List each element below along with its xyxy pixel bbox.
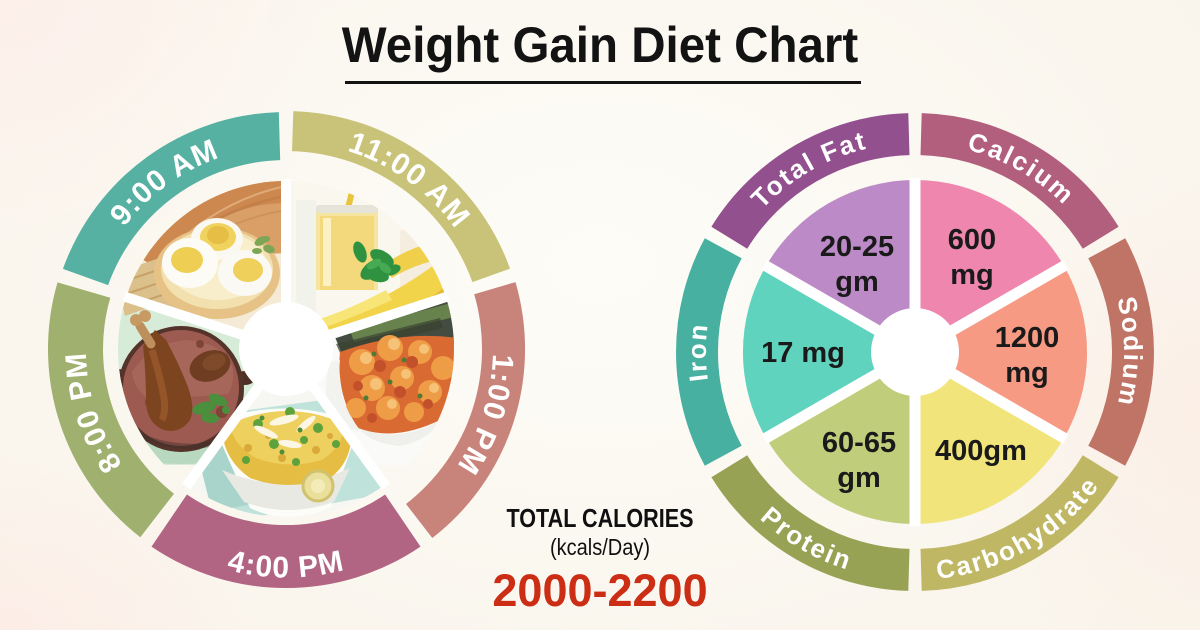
svg-text:17 mg: 17 mg — [761, 337, 845, 369]
svg-text:1:00 PM: 1:00 PM — [451, 353, 519, 480]
svg-text:gm: gm — [837, 462, 881, 494]
svg-text:400gm: 400gm — [935, 435, 1027, 467]
svg-text:mg: mg — [950, 259, 994, 291]
svg-text:1200: 1200 — [995, 322, 1060, 354]
svg-text:20-25: 20-25 — [820, 231, 894, 263]
svg-text:60-65: 60-65 — [822, 427, 896, 459]
svg-text:gm: gm — [835, 266, 879, 298]
svg-text:600: 600 — [948, 224, 996, 256]
svg-text:mg: mg — [1005, 357, 1049, 389]
svg-text:Iron: Iron — [682, 321, 714, 383]
